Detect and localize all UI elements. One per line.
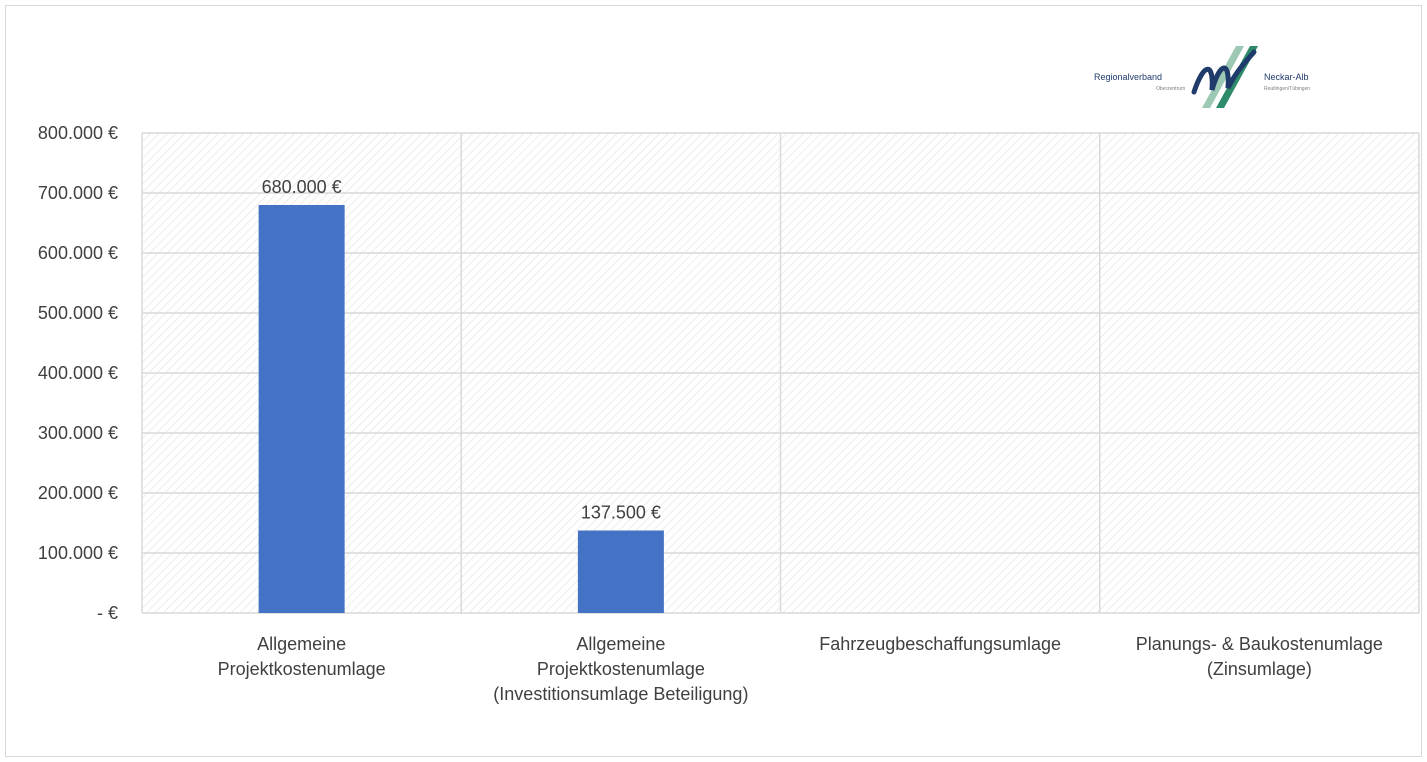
x-tick-label: (Zinsumlage): [1207, 659, 1312, 679]
data-labels: 680.000 € 137.500 €: [262, 177, 661, 523]
x-axis-tick-labels: Allgemeine Projektkostenumlage Allgemeine P…: [218, 634, 1383, 704]
y-tick-label: 700.000 €: [38, 183, 118, 203]
y-tick-label: 400.000 €: [38, 363, 118, 383]
svg-text:Regionalverband: Regionalverband: [1094, 72, 1162, 82]
chart-frame: - € 100.000 € 200.000 € 300.000 € 400.000 € 5…: [5, 5, 1422, 757]
svg-text:Neckar-Alb: Neckar-Alb: [1264, 72, 1309, 82]
x-tick-label: Planungs- & Baukostenumlage: [1136, 634, 1383, 654]
data-label: 137.500 €: [581, 503, 661, 523]
y-tick-label: 300.000 €: [38, 423, 118, 443]
y-tick-label: 100.000 €: [38, 543, 118, 563]
x-tick-label: Fahrzeugbeschaffungsumlage: [819, 634, 1061, 654]
x-tick-label: Projektkostenumlage: [537, 659, 705, 679]
x-tick-label: Allgemeine: [576, 634, 665, 654]
y-axis-tick-labels: - € 100.000 € 200.000 € 300.000 € 400.000 € 5…: [38, 123, 118, 623]
svg-text:Reutlingen/Tübingen: Reutlingen/Tübingen: [1264, 86, 1310, 92]
regionalverband-logo: Regionalverband Oberzentrum Neckar-Alb R…: [1094, 46, 1310, 108]
gridlines: [141, 132, 1420, 614]
x-tick-label: Projektkostenumlage: [218, 659, 386, 679]
x-tick-label: (Investitionsumlage Beteiligung): [493, 684, 748, 704]
y-tick-label: - €: [97, 603, 118, 623]
y-tick-label: 800.000 €: [38, 123, 118, 143]
bar: [258, 205, 345, 613]
svg-text:Oberzentrum: Oberzentrum: [1156, 86, 1185, 92]
data-label: 680.000 €: [262, 177, 342, 197]
y-tick-label: 500.000 €: [38, 303, 118, 323]
y-tick-label: 600.000 €: [38, 243, 118, 263]
y-tick-label: 200.000 €: [38, 483, 118, 503]
bar: [577, 530, 664, 613]
x-tick-label: Allgemeine: [257, 634, 346, 654]
bar-chart: - € 100.000 € 200.000 € 300.000 € 400.000 € 5…: [38, 123, 1420, 704]
bars: [258, 205, 664, 613]
